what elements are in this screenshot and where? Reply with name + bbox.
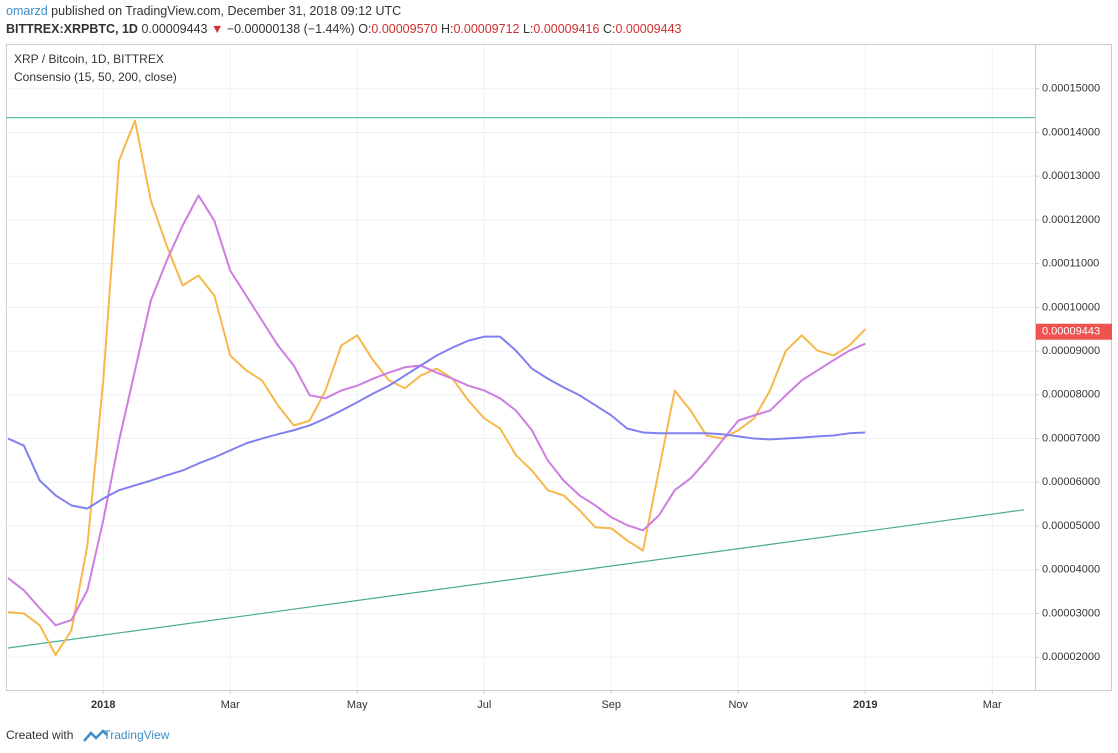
change: −0.00000138 (−1.44%)	[227, 22, 355, 36]
l-label: L:	[523, 22, 533, 36]
x-tick-label: Sep	[601, 699, 621, 711]
axes: 0.00002000 0.00003000 0.00004000 0.00005000…	[91, 83, 1112, 711]
y-tick-label: 0.00010000	[1042, 301, 1100, 313]
price: 0.00009443	[141, 22, 207, 36]
y-tick-label: 0.00006000	[1042, 476, 1100, 488]
last-price-box	[1036, 323, 1112, 340]
series-line	[7, 335, 866, 510]
y-tick-label: 0.00015000	[1042, 83, 1100, 95]
trend-line	[7, 509, 1025, 649]
y-tick-label: 0.00007000	[1042, 432, 1100, 444]
h-label: H:	[441, 22, 454, 36]
y-tick-label: 0.00011000	[1042, 258, 1099, 270]
y-tick-label: 0.00012000	[1042, 214, 1100, 226]
frame	[6, 44, 1112, 691]
x-tick-label: 2018	[91, 699, 115, 711]
x-tick-label: 2019	[853, 699, 877, 711]
arrow: ▼	[211, 22, 223, 36]
brand[interactable]: TradingView	[103, 728, 169, 742]
y-tick-label: 0.00008000	[1042, 389, 1100, 401]
legend-instrument: XRP / Bitcoin, 1D, BITTREX	[14, 52, 164, 66]
symbol: BITTREX:XRPBTC, 1D	[6, 22, 138, 36]
series-line	[7, 194, 866, 627]
x-tick-label: Mar	[221, 699, 240, 711]
plot	[6, 116, 1035, 657]
o-value: 0.00009570	[371, 22, 437, 36]
grid	[6, 45, 1035, 690]
publish-line: omarzd published on TradingView.com, Dec…	[6, 4, 401, 18]
l-value: 0.00009416	[533, 22, 599, 36]
published: published on TradingView.com, December 3…	[51, 4, 401, 18]
last-price-label: 0.00009443	[1042, 326, 1100, 338]
x-tick-label: May	[347, 699, 368, 711]
author[interactable]: omarzd	[6, 4, 48, 18]
legend-indicator: Consensio (15, 50, 200, close)	[14, 70, 177, 84]
y-tick-label: 0.00013000	[1042, 170, 1100, 182]
y-tick-label: 0.00004000	[1042, 564, 1100, 576]
series-line	[7, 119, 866, 657]
h-value: 0.00009712	[453, 22, 519, 36]
symbol-line: BITTREX:XRPBTC, 1D 0.00009443 ▼ −0.00000…	[6, 22, 682, 36]
x-tick-label: Nov	[728, 699, 748, 711]
y-tick-label: 0.00003000	[1042, 607, 1100, 619]
tradingview-logo	[83, 729, 108, 742]
y-tick-label: 0.00002000	[1042, 651, 1100, 663]
c-label: C:	[603, 22, 616, 36]
x-tick-label: Jul	[477, 699, 491, 711]
c-value: 0.00009443	[615, 22, 681, 36]
y-tick-label: 0.00014000	[1042, 126, 1100, 138]
footer: Created with TradingView	[6, 728, 170, 742]
y-tick-label: 0.00005000	[1042, 520, 1100, 532]
x-tick-label: Mar	[983, 699, 1002, 711]
created-with: Created with	[6, 728, 73, 742]
y-tick-label: 0.00009000	[1042, 345, 1100, 357]
o-label: O:	[358, 22, 371, 36]
